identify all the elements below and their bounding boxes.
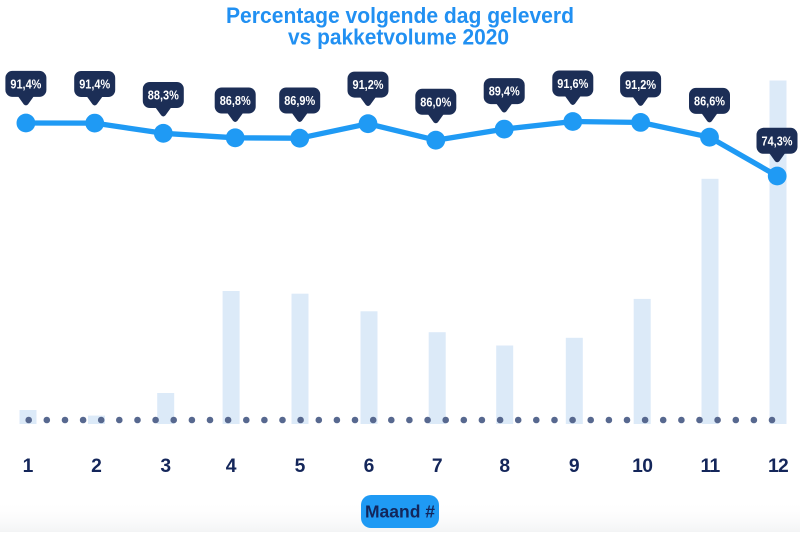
- svg-text:8: 8: [499, 456, 510, 477]
- svg-text:91,2%: 91,2%: [353, 77, 384, 92]
- svg-text:91,2%: 91,2%: [625, 77, 656, 92]
- svg-text:1: 1: [23, 456, 34, 477]
- svg-text:86,8%: 86,8%: [220, 93, 251, 108]
- svg-text:9: 9: [569, 456, 580, 477]
- svg-text:Maand #: Maand #: [365, 502, 435, 522]
- svg-text:2: 2: [91, 456, 102, 477]
- svg-text:12: 12: [768, 456, 788, 477]
- svg-text:3: 3: [160, 456, 171, 477]
- svg-text:88,3%: 88,3%: [148, 88, 179, 103]
- svg-text:74,3%: 74,3%: [762, 133, 793, 148]
- svg-text:91,4%: 91,4%: [79, 77, 110, 92]
- svg-text:10: 10: [632, 456, 652, 477]
- svg-text:89,4%: 89,4%: [489, 84, 520, 99]
- svg-text:4: 4: [226, 456, 237, 477]
- svg-text:91,6%: 91,6%: [557, 76, 588, 91]
- svg-text:Percentage volgende dag geleve: Percentage volgende dag geleverd: [226, 3, 574, 28]
- svg-text:86,6%: 86,6%: [694, 93, 725, 108]
- svg-text:7: 7: [432, 456, 443, 477]
- svg-text:6: 6: [364, 456, 375, 477]
- svg-text:91,4%: 91,4%: [10, 76, 41, 91]
- svg-text:86,0%: 86,0%: [420, 94, 451, 109]
- svg-text:5: 5: [295, 456, 306, 477]
- svg-text:86,9%: 86,9%: [284, 93, 315, 108]
- svg-text:vs pakketvolume 2020: vs pakketvolume 2020: [288, 25, 509, 50]
- svg-text:11: 11: [701, 456, 721, 477]
